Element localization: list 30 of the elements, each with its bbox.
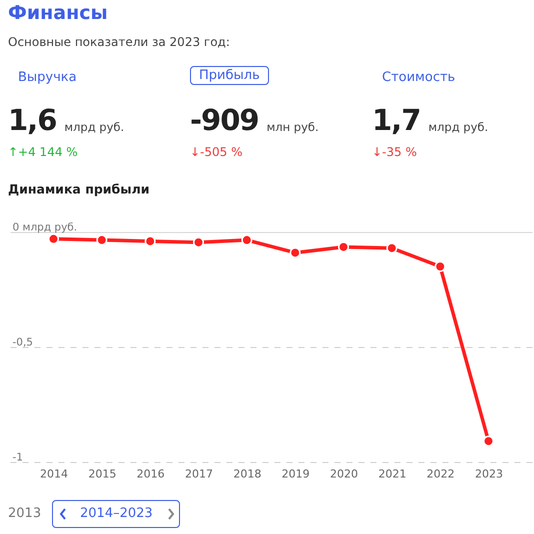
text: ↑+4 144 % bbox=[8, 145, 78, 159]
x-tick-label: 2018 bbox=[233, 468, 262, 480]
text: Основные показатели за 2023 год: bbox=[8, 35, 230, 49]
x-tick-label: 2021 bbox=[378, 468, 406, 480]
x-tick-label: 2019 bbox=[282, 468, 310, 480]
x-tick-label: 2016 bbox=[136, 468, 165, 480]
chart-title: Динамика прибыли bbox=[8, 182, 150, 196]
x-tick-label: 2014 bbox=[40, 468, 68, 480]
text: Выручка bbox=[18, 70, 77, 85]
text: Финансы bbox=[8, 2, 108, 24]
text: 1,7 bbox=[372, 103, 420, 137]
x-tick-label: 2022 bbox=[426, 468, 455, 480]
text: млрд руб. bbox=[64, 120, 124, 134]
text: млн руб. bbox=[266, 120, 319, 134]
text: млрд руб. bbox=[428, 120, 488, 134]
text: 2013 bbox=[8, 506, 42, 521]
text: ↓-35 % bbox=[372, 145, 417, 159]
x-tick-label: 2020 bbox=[330, 468, 358, 480]
y-tick-label: 0 млрд руб. bbox=[12, 222, 78, 234]
text: -909 bbox=[190, 103, 259, 137]
x-tick-label: 2015 bbox=[88, 468, 116, 480]
text: Стоимость bbox=[382, 70, 456, 85]
y-tick-label: -0,5 bbox=[12, 336, 33, 348]
x-tick-label: 2023 bbox=[475, 468, 503, 480]
text: 2014–2023 bbox=[80, 506, 153, 521]
y-tick-label: -1 bbox=[12, 452, 23, 464]
selected-tab: Прибыль bbox=[190, 66, 269, 85]
text: 1,6 bbox=[8, 103, 56, 137]
text: ↓-505 % bbox=[190, 145, 243, 159]
x-tick-label: 2017 bbox=[185, 468, 213, 480]
